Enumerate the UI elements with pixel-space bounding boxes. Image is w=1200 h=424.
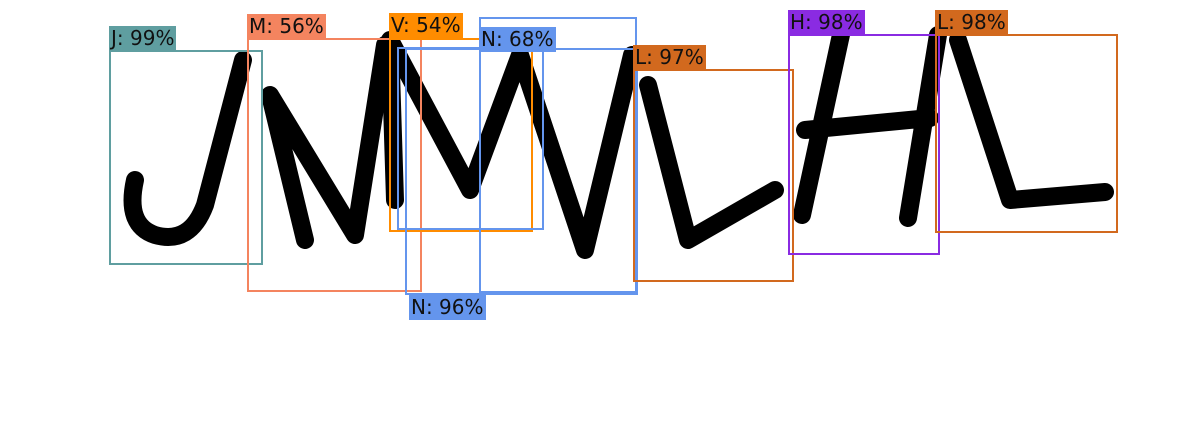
detection-label-j: J: 99% — [109, 26, 177, 51]
detection-label-n-68: N: 68% — [479, 27, 556, 52]
detection-label-l-98: L: 98% — [935, 10, 1008, 35]
detection-label-v: V: 54% — [389, 13, 463, 38]
glyph-j — [123, 51, 252, 246]
detection-box-h — [788, 34, 940, 255]
detection-label-m: M: 56% — [247, 14, 326, 39]
detection-box-j — [109, 50, 263, 265]
glyph-l-2 — [949, 31, 1114, 209]
detection-box-l-98 — [935, 34, 1118, 233]
detection-label-l-97: L: 97% — [633, 45, 706, 70]
glyph-h — [793, 21, 947, 227]
detection-label-n-96: N: 96% — [409, 295, 486, 320]
detection-box-m — [247, 38, 422, 292]
glyph-n-1 — [261, 36, 394, 249]
detection-box-l-97 — [633, 69, 794, 282]
detection-box-v — [389, 38, 533, 232]
detection-label-h: H: 98% — [788, 10, 865, 35]
glyph-l-1 — [639, 76, 784, 249]
detection-box-n-96-inner — [479, 17, 637, 293]
detection-box-n-96 — [405, 48, 638, 295]
